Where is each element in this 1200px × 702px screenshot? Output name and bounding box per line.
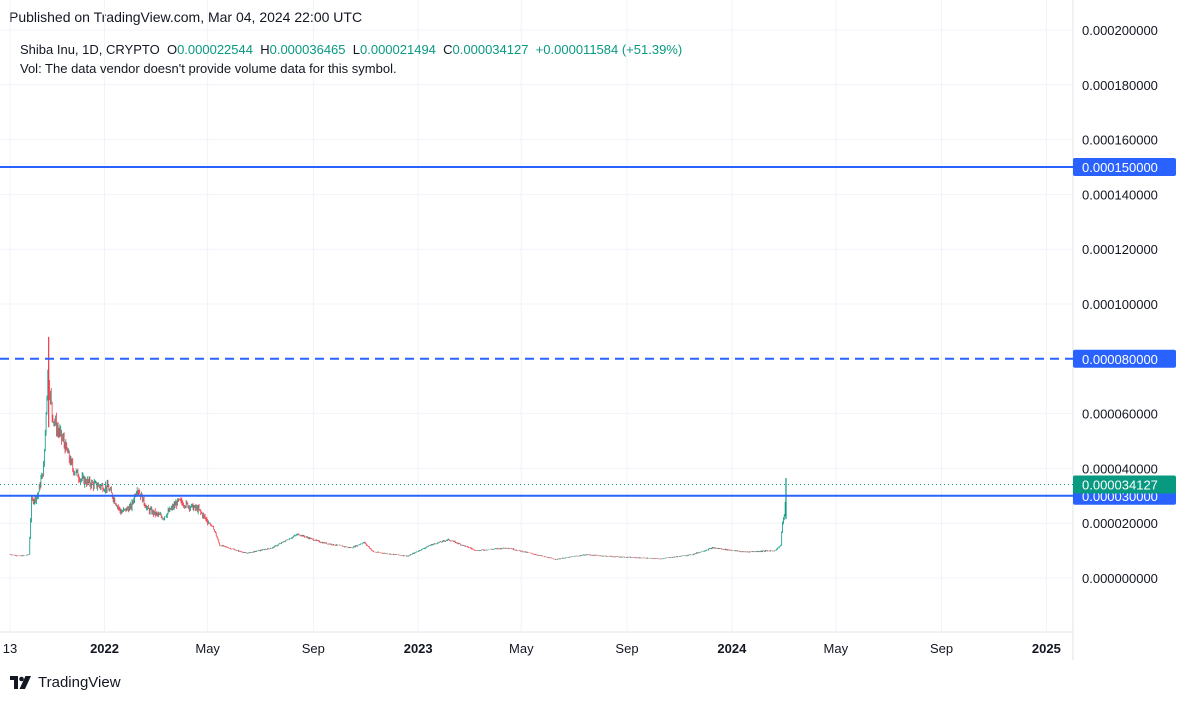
y-tick-label: 0.000160000 — [1082, 133, 1158, 148]
x-tick-label: 2025 — [1032, 641, 1061, 656]
chart-legend: Shiba Inu, 1D, CRYPTO O0.000022544 H0.00… — [20, 40, 682, 78]
y-tick-label: 0.000060000 — [1082, 407, 1158, 422]
x-tick-label: May — [824, 641, 849, 656]
volume-note: Vol: The data vendor doesn't provide vol… — [20, 61, 397, 76]
brand-name: TradingView — [38, 674, 121, 691]
low-label: L — [352, 42, 360, 57]
last-price-label: 0.000034127 — [1082, 477, 1158, 492]
price-level-label: 0.000150000 — [1082, 160, 1158, 175]
x-tick-label: Sep — [302, 641, 325, 656]
published-note: Published on TradingView.com, Mar 04, 20… — [9, 9, 363, 25]
x-tick-label: 2022 — [90, 641, 119, 656]
candles-group — [9, 336, 787, 561]
x-tick-label: 13 — [3, 641, 17, 656]
y-tick-label: 0.000120000 — [1082, 242, 1158, 257]
tradingview-brand[interactable]: TradingView — [10, 674, 121, 691]
y-tick-label: 0.000000000 — [1082, 571, 1158, 586]
ohlc-row: Shiba Inu, 1D, CRYPTO O0.000022544 H0.00… — [20, 40, 682, 59]
x-tick-label: 2023 — [404, 641, 433, 656]
low-value: 0.000021494 — [360, 42, 436, 57]
tradingview-logo-icon — [10, 676, 31, 689]
x-tick-label: May — [195, 641, 220, 656]
close-value: 0.000034127 — [452, 42, 529, 57]
x-tick-label: Sep — [615, 641, 638, 656]
open-value: 0.000022544 — [177, 42, 253, 57]
y-tick-label: 0.000200000 — [1082, 23, 1158, 38]
high-value: 0.000036465 — [269, 42, 346, 57]
price-level-tag — [1073, 349, 1176, 368]
x-tick-label: Sep — [930, 641, 953, 656]
y-tick-label: 0.000140000 — [1082, 187, 1158, 202]
x-tick-label: 2024 — [717, 641, 747, 656]
price-level-label: 0.000080000 — [1082, 352, 1158, 367]
high-label: H — [260, 42, 270, 57]
symbol-label[interactable]: Shiba Inu, 1D, CRYPTO — [20, 42, 160, 57]
y-tick-label: 0.000180000 — [1082, 78, 1158, 93]
price-level-tag — [1073, 158, 1176, 176]
y-tick-label: 0.000020000 — [1082, 516, 1158, 531]
open-label: O — [166, 42, 178, 57]
x-tick-label: May — [509, 641, 534, 656]
y-tick-label: 0.000100000 — [1082, 297, 1158, 312]
y-tick-label: 0.000040000 — [1082, 461, 1158, 476]
close-label: C — [443, 42, 453, 57]
last-price-tag — [1073, 475, 1176, 494]
change-value: +0.000011584 (+51.39%) — [535, 42, 683, 57]
